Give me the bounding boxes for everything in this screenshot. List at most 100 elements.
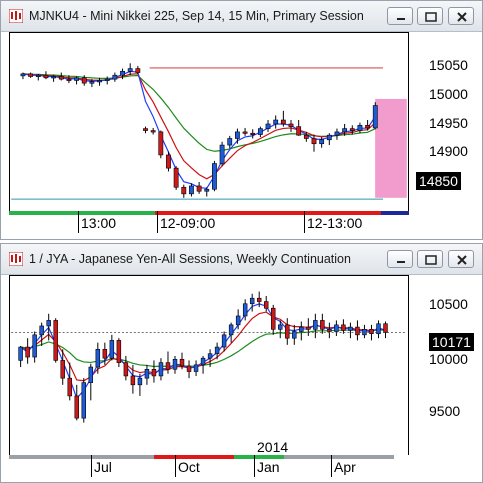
candlestick (112, 72, 118, 82)
candle-body (53, 320, 58, 361)
x-axis-label: 12-13:00 (307, 215, 363, 231)
candlestick (299, 321, 304, 341)
candle-body (306, 326, 311, 330)
candlestick (306, 318, 311, 336)
candle-body (372, 105, 378, 129)
candlestick (242, 299, 248, 321)
candle-body (81, 77, 87, 84)
candlestick (120, 68, 125, 80)
close-button[interactable] (448, 250, 474, 268)
session-strip (305, 211, 381, 215)
candle-body (250, 132, 256, 135)
candlestick (334, 320, 339, 336)
candlestick (18, 345, 23, 368)
candle-body (151, 368, 157, 377)
candlestick (127, 63, 133, 76)
candle-body (271, 307, 276, 330)
close-button[interactable] (448, 7, 474, 25)
candlestick (242, 127, 248, 136)
candle-body (28, 73, 34, 77)
candlestick (376, 320, 381, 339)
minimize-button[interactable] (387, 7, 413, 25)
candlestick (143, 126, 148, 134)
window-titlebar[interactable]: MJNKU4 - Mini Nikkei 225, Sep 14, 15 Min… (1, 1, 482, 32)
candle-body (273, 119, 279, 125)
candle-body (214, 346, 220, 355)
candle-body (144, 368, 150, 379)
candlestick (43, 71, 49, 80)
candle-body (207, 353, 213, 359)
candle-body (143, 128, 148, 131)
candlestick (342, 123, 348, 136)
candlestick (313, 313, 318, 339)
window-titlebar[interactable]: 1 / JYA - Japanese Yen-All Sessions, Wee… (1, 244, 482, 275)
candle-body (109, 340, 115, 359)
candle-body (67, 377, 72, 397)
candlestick (66, 75, 72, 84)
candle-body (66, 78, 72, 81)
restore-button[interactable] (417, 250, 443, 268)
candle-body (123, 362, 129, 377)
y-tick-label: 10000 (429, 351, 468, 367)
restore-button[interactable] (417, 7, 443, 25)
candlestick (288, 120, 294, 132)
candle-body (32, 334, 37, 358)
candle-body (150, 130, 156, 133)
session-strip (154, 455, 234, 459)
y-tick-label: 9500 (429, 403, 461, 419)
y-tick-label: 15050 (429, 57, 468, 73)
candle-body (95, 348, 101, 368)
candlestick (20, 72, 26, 80)
candle-body (104, 78, 110, 81)
price-chart-area[interactable] (9, 275, 409, 458)
candle-body (25, 346, 30, 358)
candle-body (327, 329, 332, 332)
candle-body (39, 325, 44, 336)
candlestick (179, 352, 185, 370)
candlestick (320, 313, 325, 334)
candle-body (221, 334, 227, 348)
candle-body (334, 324, 339, 332)
candle-body (369, 329, 374, 335)
candlestick (74, 384, 79, 421)
candle-body (102, 348, 108, 359)
candle-body (313, 320, 318, 330)
session-strip (9, 455, 154, 459)
candlestick (135, 65, 141, 74)
candle-body (242, 303, 248, 317)
x-axis-label: 13:00 (81, 215, 117, 231)
candle-body (173, 167, 179, 188)
chart-app-icon (9, 9, 23, 23)
window-title: MJNKU4 - Mini Nikkei 225, Sep 14, 15 Min… (29, 9, 364, 23)
candlestick (249, 293, 255, 312)
candlestick (189, 183, 194, 197)
candle-body (193, 364, 199, 372)
candlestick (116, 338, 122, 368)
minimize-button[interactable] (387, 250, 413, 268)
candlestick (35, 73, 41, 81)
candle-body (288, 123, 294, 127)
candlestick (372, 102, 378, 130)
candle-body (58, 76, 64, 80)
moving-average-line (22, 73, 376, 180)
x-tick-mark (157, 211, 158, 233)
candle-body (46, 320, 51, 327)
candlestick (123, 355, 129, 381)
candlestick (319, 137, 325, 148)
candlestick (186, 360, 192, 379)
candle-body (320, 320, 325, 330)
x-axis-label: 12-09:00 (160, 215, 216, 231)
candle-body (166, 154, 171, 169)
x-tick-mark (304, 211, 305, 233)
candle-body (81, 382, 87, 419)
candlestick (39, 322, 44, 346)
close-icon (457, 12, 467, 22)
candlestick (228, 322, 234, 343)
candlestick (81, 75, 87, 86)
candle-body (265, 123, 271, 129)
candlestick (221, 331, 227, 352)
candle-body (74, 77, 79, 81)
candlestick (51, 75, 56, 82)
candle-body (51, 76, 56, 79)
price-chart-area[interactable] (9, 32, 409, 212)
